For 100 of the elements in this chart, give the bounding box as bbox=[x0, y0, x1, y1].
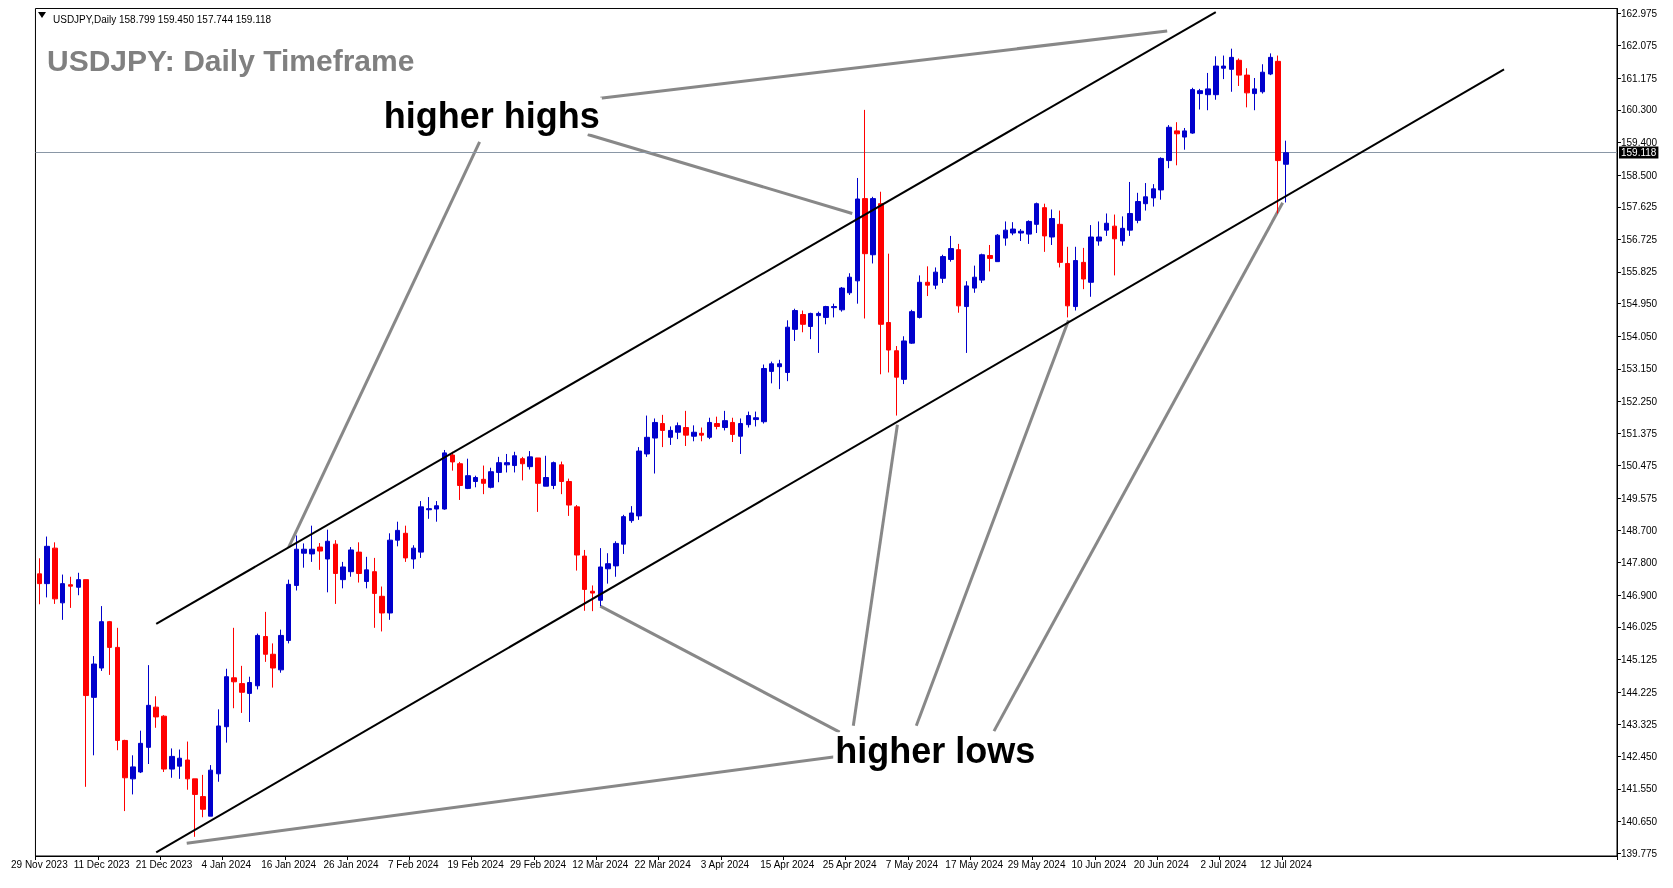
candlestick bbox=[76, 572, 81, 596]
candlestick bbox=[730, 417, 735, 443]
candlestick bbox=[582, 549, 587, 612]
y-tick-label: 156.725 bbox=[1621, 233, 1658, 245]
candlestick bbox=[823, 305, 829, 325]
candlestick bbox=[621, 514, 626, 555]
candlestick bbox=[644, 415, 650, 458]
candlestick bbox=[457, 461, 463, 501]
candlestick bbox=[309, 525, 315, 563]
x-tick-label: 19 Feb 2024 bbox=[447, 858, 505, 870]
candlestick bbox=[855, 177, 860, 305]
candlestick bbox=[1236, 57, 1242, 87]
candlestick bbox=[831, 303, 837, 318]
candlestick bbox=[1283, 140, 1289, 203]
candlestick bbox=[411, 544, 416, 570]
candlestick bbox=[192, 778, 198, 838]
candlestick bbox=[629, 505, 634, 524]
candlestick bbox=[948, 235, 954, 263]
candlestick bbox=[753, 411, 759, 427]
candlestick bbox=[808, 312, 813, 340]
candlestick bbox=[208, 764, 213, 817]
y-tick-label: 143.325 bbox=[1621, 719, 1658, 731]
candlestick bbox=[761, 364, 767, 425]
candlestick bbox=[68, 576, 73, 609]
candlestick bbox=[1034, 202, 1039, 234]
candlestick bbox=[364, 556, 369, 589]
candlestick bbox=[255, 633, 260, 690]
candlestick bbox=[294, 534, 299, 592]
candlestick bbox=[1073, 246, 1078, 312]
candlestick bbox=[972, 265, 977, 294]
candlestick bbox=[1057, 210, 1063, 268]
candlestick bbox=[1010, 221, 1016, 236]
x-tick-label: 25 Apr 2024 bbox=[822, 858, 878, 870]
candlestick bbox=[847, 272, 852, 296]
candlestick bbox=[1174, 121, 1180, 166]
candlestick bbox=[442, 449, 447, 511]
candlestick bbox=[185, 741, 190, 791]
candlestick bbox=[1252, 77, 1257, 111]
candlestick bbox=[940, 254, 946, 284]
x-tick-label: 3 Apr 2024 bbox=[700, 858, 750, 870]
candlestick bbox=[418, 500, 424, 559]
candlestick bbox=[426, 496, 432, 520]
candlestick bbox=[216, 708, 221, 783]
candlestick bbox=[340, 561, 346, 589]
y-tick-label: 139.775 bbox=[1621, 847, 1658, 859]
candlestick bbox=[107, 620, 112, 676]
candlestick bbox=[722, 410, 728, 431]
candlestick bbox=[598, 547, 603, 607]
candlestick bbox=[1166, 124, 1172, 169]
candlestick bbox=[278, 629, 284, 674]
candlestick bbox=[333, 539, 338, 605]
candlestick bbox=[660, 414, 665, 448]
x-tick-label: 21 Dec 2023 bbox=[135, 858, 193, 870]
candlestick bbox=[738, 417, 743, 455]
y-tick-label: 157.625 bbox=[1621, 201, 1658, 213]
y-tick-label: 141.550 bbox=[1621, 783, 1658, 795]
y-tick-label: 158.500 bbox=[1621, 169, 1658, 181]
candlestick bbox=[512, 451, 517, 473]
candlestick bbox=[465, 458, 471, 490]
candlestick bbox=[356, 541, 362, 584]
text: USDJPY: Daily Timeframe bbox=[47, 44, 415, 78]
candlestick bbox=[886, 253, 891, 373]
candlestick bbox=[450, 451, 455, 472]
candlestick bbox=[60, 574, 65, 621]
candlestick bbox=[122, 739, 128, 812]
x-tick-label: 29 Feb 2024 bbox=[509, 858, 567, 870]
y-tick-label: 144.225 bbox=[1621, 686, 1658, 698]
x-tick-label: 29 Nov 2023 bbox=[10, 858, 69, 870]
candlestick bbox=[1112, 214, 1117, 276]
x-tick-label: 16 Jan 2024 bbox=[261, 858, 317, 870]
candlestick bbox=[691, 424, 697, 442]
candlestick bbox=[1190, 87, 1195, 135]
candlestick bbox=[1143, 182, 1148, 212]
x-tick-label: 12 Jul 2024 bbox=[1260, 858, 1313, 870]
candlestick bbox=[286, 579, 291, 644]
annotation: higher highs bbox=[383, 94, 600, 136]
y-tick-label: 151.375 bbox=[1621, 427, 1658, 439]
candlestick bbox=[239, 665, 245, 714]
candlestick bbox=[1127, 181, 1133, 237]
candlestick bbox=[839, 286, 845, 313]
candlestick bbox=[1197, 88, 1203, 111]
candlestick bbox=[83, 579, 89, 788]
candlestick bbox=[1151, 183, 1156, 208]
candlestick bbox=[200, 774, 206, 818]
y-tick-label: 146.025 bbox=[1621, 621, 1658, 633]
candlestick bbox=[878, 191, 884, 375]
y-tick-label: 146.900 bbox=[1621, 589, 1658, 601]
candlestick bbox=[481, 465, 486, 495]
candlestick bbox=[894, 345, 899, 417]
candlestick bbox=[403, 525, 408, 563]
candlestick bbox=[605, 552, 611, 585]
candlestick bbox=[956, 243, 961, 314]
candlestick bbox=[925, 265, 930, 297]
candlestick bbox=[504, 453, 510, 473]
candlestick bbox=[138, 730, 143, 774]
candlestick bbox=[130, 754, 136, 795]
y-tick-label: 162.975 bbox=[1621, 7, 1658, 19]
candlestick bbox=[1042, 203, 1047, 253]
candlestick bbox=[527, 450, 533, 471]
x-tick-label: 20 Jun 2024 bbox=[1133, 858, 1190, 870]
